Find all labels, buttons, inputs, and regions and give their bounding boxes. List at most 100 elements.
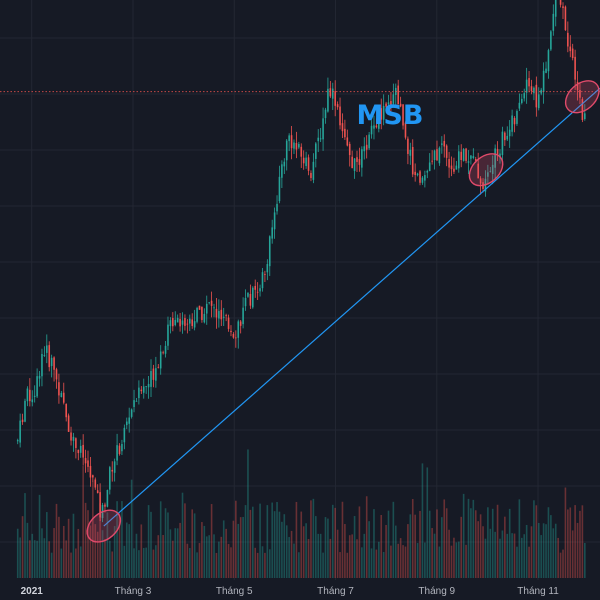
candle-body xyxy=(494,148,496,168)
volume-bar xyxy=(465,544,467,578)
volume-bar xyxy=(147,505,150,578)
volume-bar xyxy=(491,508,494,578)
candle-body xyxy=(455,165,458,170)
volume-bar xyxy=(448,529,450,578)
volume-bar xyxy=(339,552,341,578)
candle-body xyxy=(445,145,448,158)
volume-bar xyxy=(208,535,210,578)
volume-bar xyxy=(460,516,463,578)
candle-body xyxy=(215,308,218,318)
candle-body xyxy=(104,504,106,507)
volume-bar xyxy=(79,546,82,578)
volume-bar xyxy=(247,449,249,578)
candle-body xyxy=(33,395,36,397)
candle-body xyxy=(283,161,286,167)
candle-body xyxy=(152,368,155,380)
volume-bar xyxy=(346,552,349,578)
volume-bar xyxy=(196,552,198,578)
candle-body xyxy=(290,135,293,149)
volume-bar xyxy=(474,510,477,578)
candle-body xyxy=(554,0,557,17)
candle-body xyxy=(36,376,38,397)
candle-body xyxy=(251,287,254,308)
volume-bar xyxy=(19,537,21,578)
volume-bar xyxy=(251,506,254,578)
candle-body xyxy=(230,330,232,333)
candle-body xyxy=(397,85,400,105)
candle-body xyxy=(387,102,390,105)
candle-body xyxy=(55,369,58,380)
highlight-marker xyxy=(564,80,600,114)
volume-bar xyxy=(254,547,257,578)
volume-bar xyxy=(436,509,438,578)
candle-body xyxy=(225,315,227,316)
volume-bar xyxy=(567,509,569,578)
candle-body xyxy=(62,392,65,403)
volume-bar xyxy=(334,507,336,578)
volume-bar xyxy=(210,504,213,578)
volume-bar xyxy=(470,508,472,578)
candle-body xyxy=(453,168,455,172)
volume-bar xyxy=(445,508,448,578)
candle-body xyxy=(409,149,412,156)
candles xyxy=(16,0,586,523)
volume-bar xyxy=(545,524,547,578)
volume-bar xyxy=(142,547,145,578)
candle-body xyxy=(380,108,383,120)
volume-bar xyxy=(375,549,378,578)
volume-bar xyxy=(106,512,109,578)
candle-body xyxy=(450,165,453,170)
candle-body xyxy=(356,157,358,162)
volume-bar xyxy=(53,528,55,578)
x-tick-label: Tháng 3 xyxy=(115,586,152,597)
candle-body xyxy=(436,149,438,161)
candle-body xyxy=(351,156,353,169)
candle-body xyxy=(285,140,288,161)
candle-body xyxy=(302,157,305,164)
volume-bar xyxy=(109,540,111,578)
volume-bar xyxy=(46,512,48,578)
volume-bar xyxy=(29,540,31,578)
candle-body xyxy=(239,321,242,326)
volume-bar xyxy=(489,528,492,578)
candle-body xyxy=(537,94,540,109)
candle-body xyxy=(278,176,281,202)
candle-body xyxy=(70,432,72,441)
candle-body xyxy=(147,383,150,388)
volume-bar xyxy=(235,500,237,578)
volume-bar xyxy=(295,501,298,578)
candle-body xyxy=(477,163,479,179)
candle-body xyxy=(416,173,419,176)
volume-bar xyxy=(26,522,29,578)
candle-body xyxy=(329,88,332,97)
volume-bar xyxy=(496,504,499,578)
candle-body xyxy=(361,149,363,168)
volume-bar xyxy=(237,523,240,578)
volume-bar xyxy=(557,537,559,578)
candle-body xyxy=(271,227,273,239)
candle-body xyxy=(121,444,123,452)
candle-body xyxy=(550,31,552,50)
volume-bar xyxy=(133,548,135,578)
volume-bar xyxy=(508,508,511,578)
candle-body xyxy=(123,427,126,443)
x-tick-label: 2021 xyxy=(21,586,44,597)
volume-bar xyxy=(174,528,177,578)
volume-bar xyxy=(431,528,433,578)
volume-bar xyxy=(145,547,147,578)
candle-body xyxy=(533,87,535,94)
volume-bar xyxy=(82,466,84,578)
volume-bar xyxy=(307,538,310,578)
volume-bar xyxy=(511,533,513,578)
volume-bar xyxy=(169,529,172,578)
volume-bar xyxy=(302,526,305,578)
candle-body xyxy=(331,88,334,99)
candle-body xyxy=(227,317,230,329)
trend-line xyxy=(103,87,600,527)
candle-body xyxy=(135,400,138,402)
candle-body xyxy=(43,355,46,356)
volume-bar xyxy=(230,547,232,578)
candle-body xyxy=(109,467,111,490)
volume-bar xyxy=(462,493,465,578)
candle-body xyxy=(213,307,215,309)
